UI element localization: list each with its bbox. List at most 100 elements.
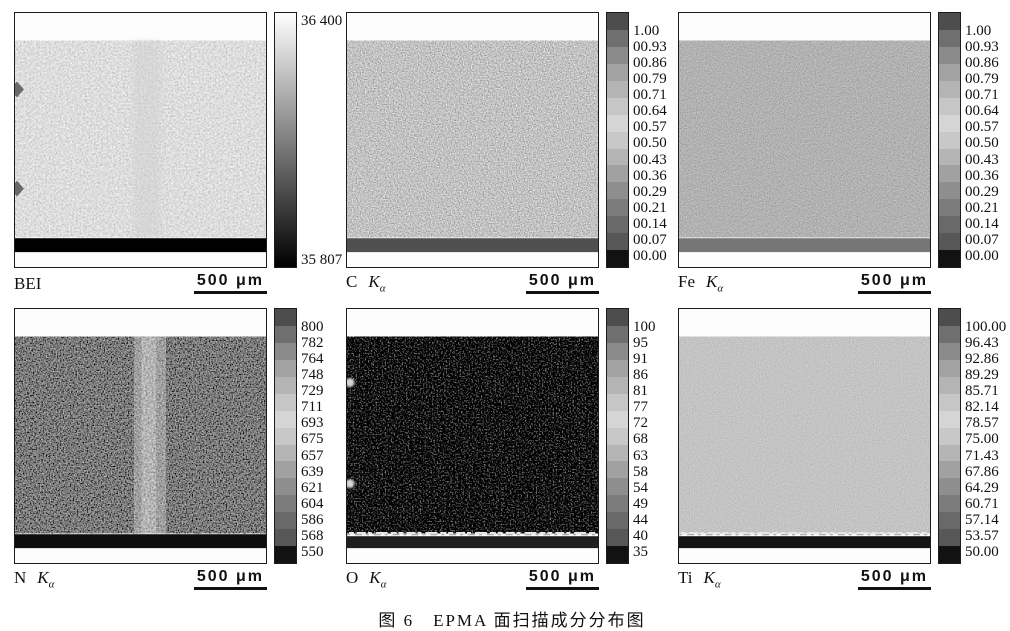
colorbar-step — [607, 546, 628, 564]
colorbar-tick: 00.14 — [965, 215, 999, 232]
colorbar-tick: 782 — [301, 335, 324, 352]
colorbar-tick: 00.64 — [633, 103, 667, 120]
panel-label: Fe Kα — [678, 272, 723, 294]
colorbar-tick: 57.14 — [965, 511, 999, 528]
colorbar-step — [607, 80, 628, 98]
k-alpha-suffix: Kα — [706, 271, 724, 294]
micrograph — [347, 13, 598, 267]
figure-caption: 图 6 EPMA 面扫描成分分布图 — [378, 611, 646, 630]
colorbar-tick: 82.14 — [965, 399, 999, 416]
panel-o: O Kα 500 μm 100 95 91 86 81 77 72 68 63 58 54 49 44 40… — [346, 308, 678, 590]
colorbar-step — [939, 546, 960, 564]
map-image — [14, 308, 267, 564]
colorbar-step — [939, 114, 960, 132]
colorbar-step — [607, 342, 628, 360]
colorbar-tick: 00.71 — [633, 87, 667, 104]
colorbar-tick: 00.14 — [633, 215, 667, 232]
colorbar-tick: 711 — [301, 399, 323, 416]
colorbar-tick: 35 807 — [301, 252, 343, 268]
colorbar-step — [607, 444, 628, 462]
colorbar-tick: 00.93 — [633, 39, 667, 56]
colorbar-tick: 00.00 — [633, 247, 667, 264]
colorbar-tick: 85.71 — [965, 383, 999, 400]
element-symbol: N — [14, 567, 27, 587]
colorbar-step — [607, 46, 628, 64]
colorbar-step — [607, 114, 628, 132]
colorbar-tick: 00.29 — [633, 183, 667, 200]
colorbar-tick: 95 — [633, 335, 648, 352]
colorbar-step — [275, 376, 296, 394]
colorbar-ticks: 800 782 764 748 729 711 693 675 657 639 621 604 586 5… — [301, 308, 324, 564]
k-alpha-suffix: Kα — [703, 567, 721, 590]
colorbar-step — [275, 393, 296, 411]
figure-grid: BEI 500 μm 36 400 35 807 C Kα 500 μm 1.00 0… — [14, 12, 1010, 590]
map-image — [678, 308, 931, 564]
colorbar-step — [607, 495, 628, 513]
k-alpha-suffix: Kα — [368, 271, 386, 294]
panel-c: C Kα 500 μm 1.00 00.93 00.86 00.79 00.71 00.64… — [346, 12, 678, 294]
colorbar-tick: 75.00 — [965, 431, 999, 448]
colorbar-step — [607, 461, 628, 479]
colorbar-step — [939, 29, 960, 47]
colorbar-tick: 54 — [633, 479, 648, 496]
colorbar-tick: 68 — [633, 431, 648, 448]
scale-bar: 500 μm — [193, 568, 267, 590]
colorbar-step — [607, 478, 628, 496]
colorbar-step — [939, 199, 960, 217]
colorbar-step — [275, 444, 296, 462]
colorbar-ticks: 1.00 00.93 00.86 00.79 00.71 00.64 00.57 00.50 0… — [633, 12, 667, 268]
colorbar — [274, 308, 297, 564]
colorbar-step — [939, 309, 960, 326]
colorbar-step — [939, 512, 960, 530]
colorbar-tick: 00.79 — [965, 71, 999, 88]
colorbar-tick: 00.86 — [965, 55, 999, 72]
colorbar-step — [607, 182, 628, 200]
colorbar-step — [607, 199, 628, 217]
colorbar-tick: 36 400 — [301, 13, 343, 29]
colorbar-step — [607, 131, 628, 149]
colorbar-tick: 764 — [301, 351, 324, 368]
colorbar-tick: 00.93 — [965, 39, 999, 56]
colorbar-step — [939, 97, 960, 115]
map-image — [14, 12, 267, 268]
scale-bar: 500 μm — [193, 272, 267, 294]
colorbar-tick: 00.86 — [633, 55, 667, 72]
colorbar-tick: 40 — [633, 527, 648, 544]
colorbar-step — [275, 359, 296, 377]
colorbar-step — [939, 342, 960, 360]
colorbar-step — [939, 63, 960, 81]
colorbar-ticks: 100.00 96.43 92.86 89.29 85.71 82.14 78.57 75.0… — [965, 308, 1006, 564]
colorbar-step — [607, 250, 628, 268]
element-symbol: Fe — [678, 271, 695, 291]
colorbar-step — [607, 97, 628, 115]
scale-bar: 500 μm — [525, 568, 599, 590]
colorbar-tick: 729 — [301, 383, 324, 400]
micrograph — [15, 309, 266, 563]
map-image — [346, 308, 599, 564]
colorbar-step — [275, 342, 296, 360]
colorbar-step — [939, 233, 960, 251]
colorbar-tick: 89.29 — [965, 367, 999, 384]
colorbar-tick: 00.36 — [633, 167, 667, 184]
colorbar-step — [607, 325, 628, 343]
colorbar-step — [939, 393, 960, 411]
colorbar-tick: 800 — [301, 319, 324, 335]
colorbar-tick: 568 — [301, 527, 324, 544]
colorbar-step — [607, 359, 628, 377]
colorbar-tick: 86 — [633, 367, 648, 384]
k-alpha-suffix: Kα — [37, 567, 55, 590]
colorbar-tick: 49 — [633, 495, 648, 512]
colorbar-ticks: 1.00 00.93 00.86 00.79 00.71 00.64 00.57 00.50 0… — [965, 12, 999, 268]
colorbar-step — [275, 309, 296, 326]
colorbar — [938, 308, 961, 564]
scale-bar: 500 μm — [525, 272, 599, 294]
colorbar-tick: 63 — [633, 447, 648, 464]
colorbar-tick: 00.00 — [965, 247, 999, 264]
element-symbol: C — [346, 271, 358, 291]
colorbar-tick: 1.00 — [633, 23, 660, 39]
colorbar-tick: 50.00 — [965, 543, 999, 560]
colorbar-tick: 604 — [301, 495, 324, 512]
colorbar-ticks: 36 400 35 807 — [301, 12, 342, 268]
element-symbol: O — [346, 567, 359, 587]
colorbar-step — [275, 427, 296, 445]
